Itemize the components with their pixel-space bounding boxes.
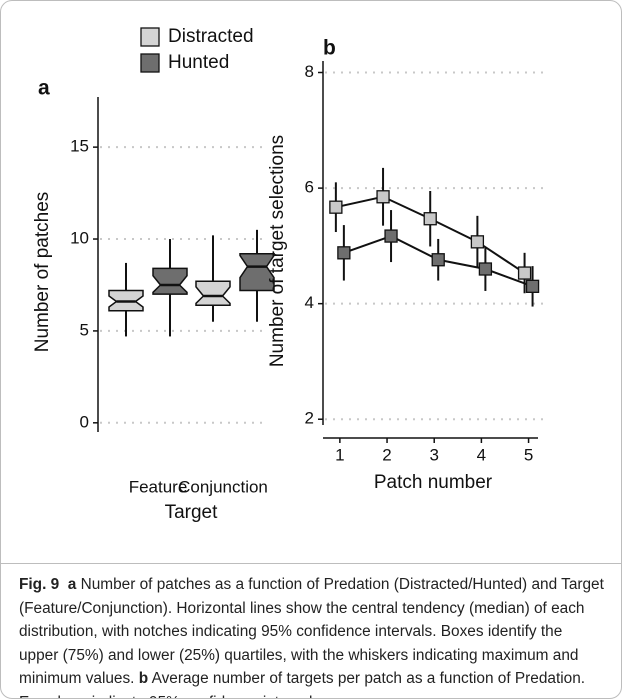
x-tick-label: 4 xyxy=(477,445,486,464)
point xyxy=(329,200,343,214)
caption-a-label: a xyxy=(67,576,77,593)
x-tick-label: 1 xyxy=(335,445,344,464)
y-tick-label: 0 xyxy=(80,412,89,431)
box xyxy=(239,252,275,292)
point xyxy=(384,229,398,243)
point xyxy=(478,262,493,276)
point xyxy=(525,279,540,293)
y-axis-title: Number of patches xyxy=(32,192,53,353)
y-tick-label: 10 xyxy=(70,229,89,248)
point xyxy=(423,212,437,226)
x-tick-label: Conjunction xyxy=(178,477,268,496)
y-axis-title: Number of target selections xyxy=(267,135,288,367)
y-tick-label: 2 xyxy=(305,409,314,428)
legend-label: Distracted xyxy=(168,26,254,47)
point xyxy=(517,266,532,280)
legend-swatch xyxy=(140,27,160,47)
x-axis-title: Patch number xyxy=(374,472,493,493)
y-tick-label: 4 xyxy=(305,293,314,312)
panel-label: b xyxy=(323,37,336,60)
caption-a-text: Number of patches as a function of Preda… xyxy=(19,576,604,687)
panel-label: a xyxy=(38,77,50,100)
y-tick-label: 15 xyxy=(70,137,89,156)
caption-b-text: Average number of targets per patch as a… xyxy=(19,670,586,698)
box xyxy=(152,267,188,295)
caption: Fig. 9 a Number of patches as a function… xyxy=(1,563,621,698)
x-axis-title: Target xyxy=(165,502,219,523)
x-tick-label: 3 xyxy=(429,445,438,464)
legend-swatch xyxy=(140,53,160,73)
legend-label: Hunted xyxy=(168,52,229,73)
x-tick-label: 5 xyxy=(524,445,533,464)
point xyxy=(337,246,351,260)
x-tick-label: 2 xyxy=(382,445,391,464)
y-tick-label: 5 xyxy=(80,320,89,339)
y-tick-label: 6 xyxy=(305,178,314,197)
point xyxy=(376,190,390,204)
caption-label: Fig. 9 xyxy=(19,576,60,593)
point xyxy=(431,253,445,267)
point xyxy=(470,235,485,249)
y-tick-label: 8 xyxy=(305,62,314,81)
box xyxy=(195,280,231,306)
x-tick-label: Feature xyxy=(129,477,188,496)
caption-b-label: b xyxy=(138,670,149,687)
